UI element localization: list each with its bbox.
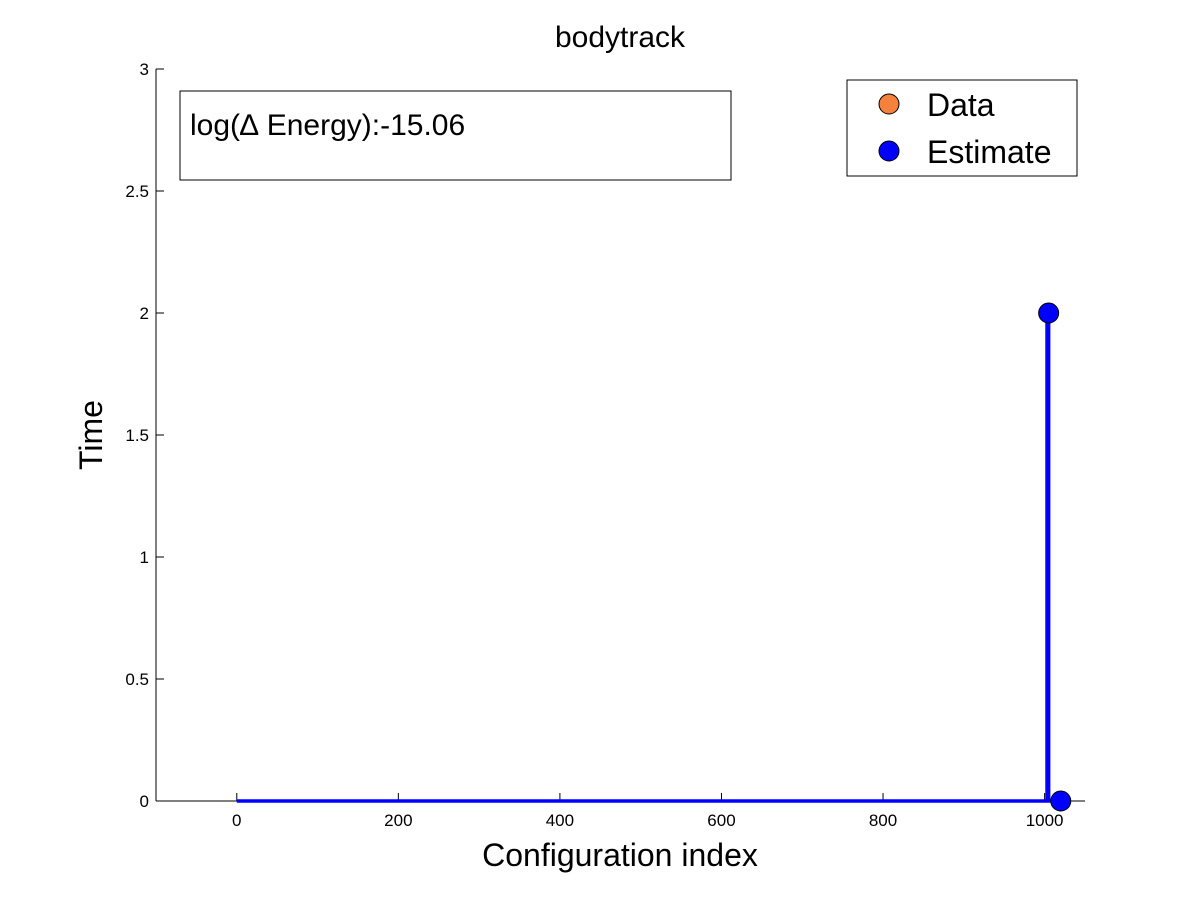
- legend-item-estimate: Estimate: [878, 134, 1051, 170]
- annotation-frame: [179, 90, 732, 181]
- legend-label-estimate: Estimate: [927, 134, 1051, 170]
- y-tick-label: 1.5: [125, 426, 149, 445]
- annotation-text: log(∆ Energy):-15.06: [190, 109, 465, 142]
- legend: Data Estimate: [846, 79, 1078, 177]
- data-point-estimate: [1038, 302, 1060, 324]
- x-axis-label: Configuration index: [482, 837, 758, 873]
- legend-item-data: Data: [878, 87, 995, 123]
- series-layer: [236, 302, 1072, 812]
- chart-title: bodytrack: [555, 21, 686, 54]
- y-ticks: 0 0.5 1 1.5 2 2.5 3: [125, 60, 164, 811]
- legend-marker-data: [878, 93, 900, 115]
- annotation-box: log(∆ Energy):-15.06: [179, 90, 732, 181]
- y-tick-label: 0.5: [125, 670, 149, 689]
- legend-label-data: Data: [927, 87, 995, 123]
- x-tick-label: 0: [232, 811, 241, 830]
- legend-marker-estimate: [878, 140, 900, 162]
- y-axis-label: Time: [73, 400, 109, 470]
- y-tick-label: 3: [140, 60, 149, 79]
- y-tick-label: 0: [140, 792, 149, 811]
- x-tick-label: 1000: [1026, 811, 1064, 830]
- y-tick-label: 2: [140, 304, 149, 323]
- y-tick-label: 2.5: [125, 182, 149, 201]
- x-tick-label: 600: [707, 811, 735, 830]
- x-tick-label: 800: [869, 811, 897, 830]
- x-tick-label: 400: [546, 811, 574, 830]
- x-tick-label: 200: [384, 811, 412, 830]
- x-ticks: 0 200 400 600 800 1000: [232, 793, 1064, 830]
- data-point-estimate: [1050, 790, 1072, 812]
- y-tick-label: 1: [140, 548, 149, 567]
